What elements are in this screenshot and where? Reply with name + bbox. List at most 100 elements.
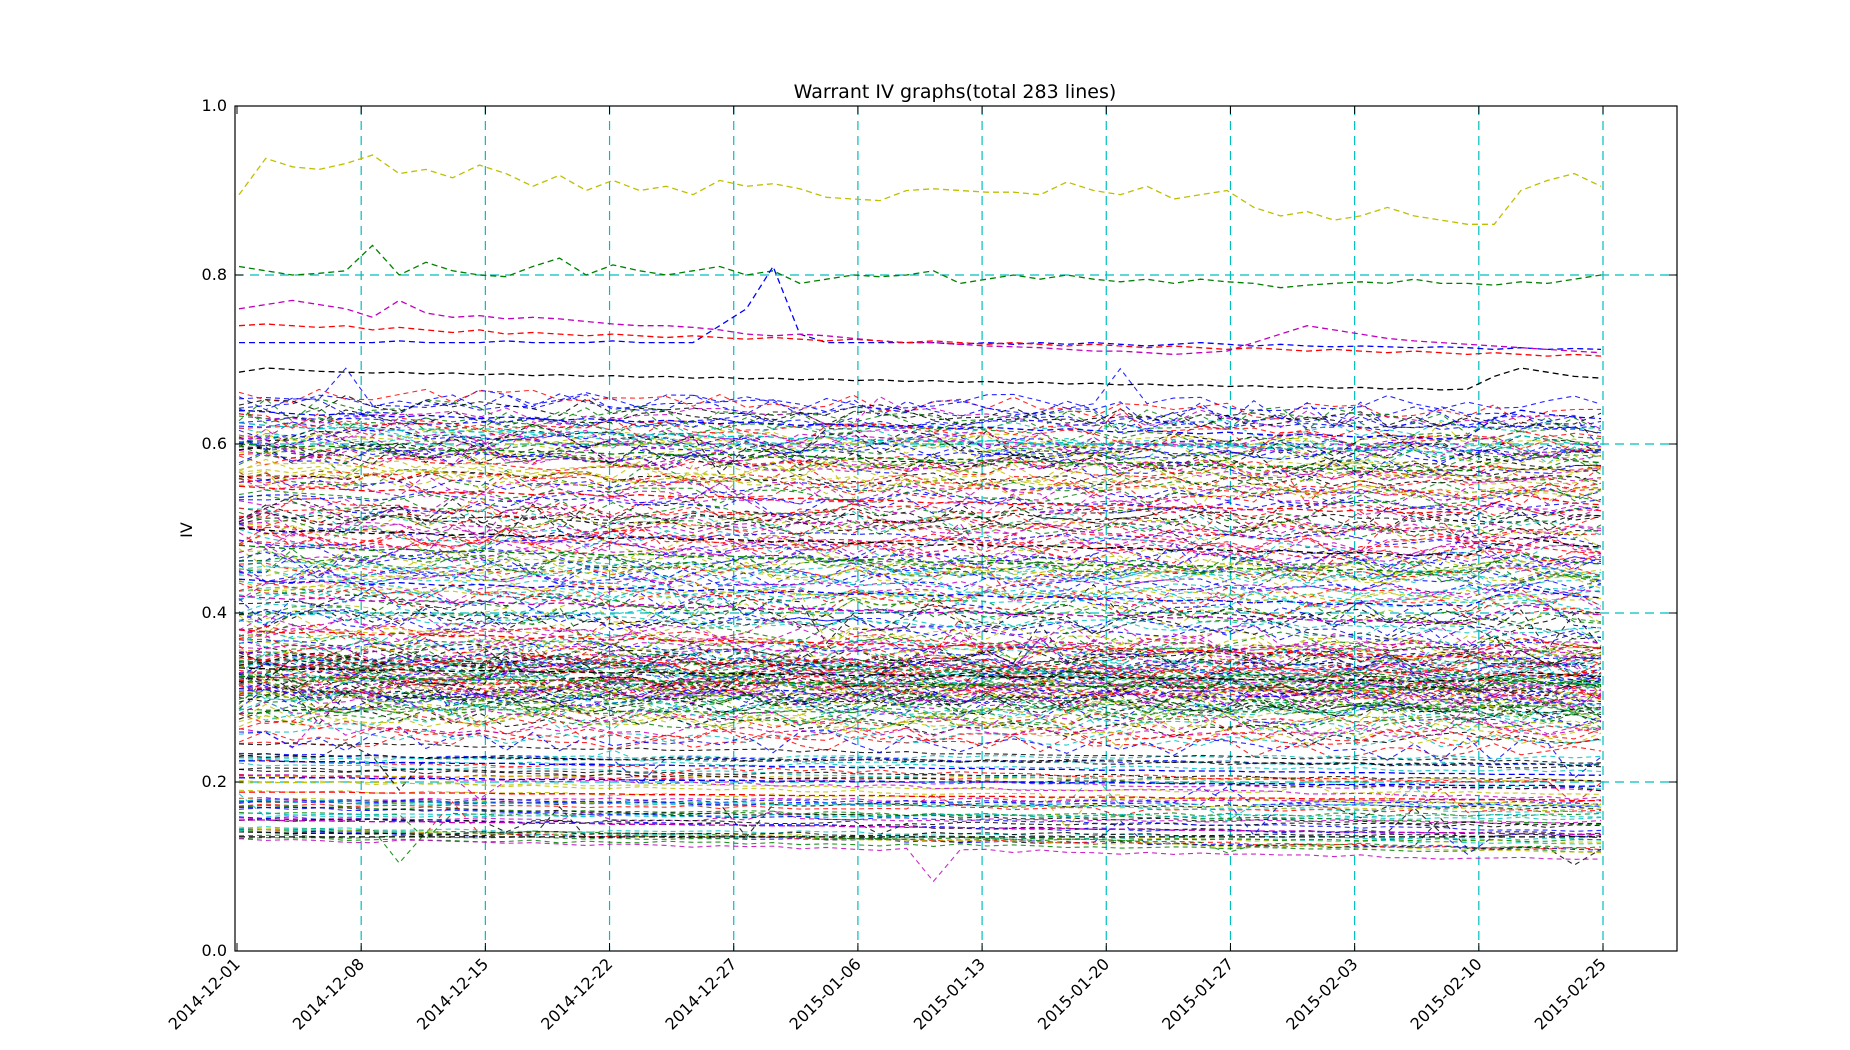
x-tick-label: 2015-01-06 (786, 954, 865, 1033)
iv-line-bg (238, 729, 1602, 759)
iv-line-bg (238, 468, 1602, 502)
iv-line-bg (238, 577, 1602, 619)
iv-line-bg (238, 539, 1602, 567)
iv-line-bg (238, 548, 1602, 583)
iv-line-bg (238, 685, 1602, 717)
iv-line-bg (238, 720, 1602, 749)
iv-line-bg (238, 489, 1602, 523)
iv-line-bg (238, 673, 1602, 688)
iv-line-bg (238, 635, 1602, 668)
iv-line-bg (238, 455, 1602, 506)
iv-line-bg (238, 527, 1602, 554)
iv-line-bg (238, 407, 1602, 439)
iv-series-line (238, 544, 1602, 574)
iv-line-bg (238, 619, 1602, 671)
iv-line-bg (238, 651, 1602, 688)
iv-line-bg (238, 687, 1602, 705)
iv-line-bg (238, 459, 1602, 502)
iv-line-bg (238, 726, 1602, 748)
iv-series-line (238, 299, 1602, 356)
iv-line-bg (238, 536, 1602, 572)
iv-line-bg (238, 683, 1602, 710)
iv-line-bg (238, 461, 1602, 490)
iv-line-bg (238, 638, 1602, 661)
iv-line-bg (238, 680, 1602, 723)
iv-line-bg (238, 651, 1602, 676)
iv-line-bg (238, 506, 1602, 542)
iv-line-bg (238, 810, 1602, 824)
iv-line-bg (238, 471, 1602, 514)
iv-line-bg (238, 630, 1602, 675)
iv-line-bg (238, 412, 1602, 453)
iv-line-bg (238, 689, 1602, 716)
iv-line-bg (238, 786, 1602, 836)
iv-line-bg (238, 396, 1602, 430)
iv-line-bg (238, 431, 1602, 465)
x-tick-label: 2014-12-15 (413, 954, 492, 1033)
iv-line-bg (238, 661, 1602, 715)
iv-series-line (238, 443, 1602, 472)
iv-line-bg (238, 595, 1602, 626)
iv-line-bg (238, 644, 1602, 697)
y-tick-label: 0.0 (202, 941, 227, 960)
iv-line-bg (238, 628, 1602, 657)
iv-line-bg (238, 493, 1602, 520)
iv-line-bg (238, 560, 1602, 581)
y-tick-label: 0.2 (202, 772, 227, 791)
iv-line-bg (238, 826, 1602, 854)
iv-line-bg (238, 826, 1602, 841)
plot-frame (234, 105, 1678, 952)
iv-line-bg (238, 471, 1602, 503)
iv-line-bg (238, 818, 1602, 835)
iv-line-bg (238, 523, 1602, 554)
iv-line-bg (238, 477, 1602, 513)
iv-series-line (238, 578, 1602, 607)
iv-series-line (238, 409, 1602, 440)
iv-line-bg (238, 827, 1602, 864)
extra-lines-layer (238, 367, 1602, 883)
iv-line-bg (238, 582, 1602, 618)
iv-line-bg (238, 647, 1602, 671)
iv-line-bg (238, 447, 1602, 481)
iv-line-bg (238, 726, 1602, 744)
iv-line-bg (238, 726, 1602, 779)
iv-line-bg (238, 674, 1602, 691)
series-layer (238, 154, 1602, 838)
iv-line-bg (238, 709, 1602, 745)
y-tick-label: 0.4 (202, 603, 227, 622)
iv-line-bg (238, 661, 1602, 692)
iv-line-bg (238, 614, 1602, 655)
iv-line-bg (238, 569, 1602, 596)
iv-line-bg (238, 487, 1602, 506)
iv-line-bg (238, 655, 1602, 695)
iv-series-line (238, 675, 1602, 691)
iv-line-bg (238, 689, 1602, 711)
iv-line-bg (238, 774, 1602, 822)
iv-series-line (238, 323, 1602, 357)
iv-line-bg (238, 649, 1602, 670)
iv-series-line (238, 485, 1602, 514)
y-tick-label: 1.0 (202, 96, 227, 115)
iv-line-bg (238, 388, 1602, 425)
iv-line-bg (238, 561, 1602, 589)
iv-line-bg (238, 394, 1602, 435)
iv-line-bg (238, 788, 1602, 817)
iv-line-bg (238, 703, 1602, 729)
iv-line-bg (238, 767, 1602, 782)
iv-line-bg (238, 588, 1602, 608)
iv-line-bg (238, 398, 1602, 440)
iv-line-bg (238, 440, 1602, 476)
iv-line-bg (238, 521, 1602, 557)
iv-line-bg (238, 494, 1602, 522)
chart-title: Warrant IV graphs(total 283 lines) (794, 81, 1117, 103)
iv-line-bg (238, 607, 1602, 644)
iv-line-bg (238, 458, 1602, 485)
iv-series-line (239, 819, 1601, 836)
iv-series-line (239, 791, 1601, 802)
iv-series-line (238, 595, 1602, 624)
iv-line-bg (238, 806, 1602, 866)
iv-line-bg (238, 515, 1602, 547)
iv-line-bg (238, 838, 1602, 883)
iv-line-bg (238, 584, 1602, 644)
